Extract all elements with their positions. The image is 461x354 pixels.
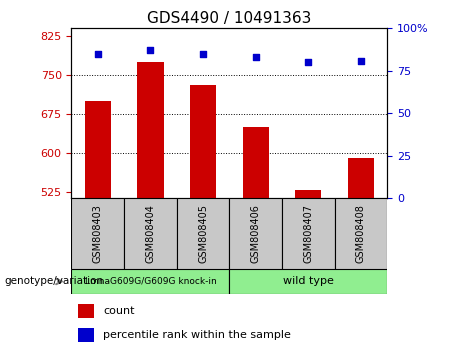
Bar (78, 328, 94, 342)
Bar (124, 198, 177, 269)
Text: GSM808407: GSM808407 (303, 204, 313, 263)
Bar (71, 269, 229, 294)
Bar (137, 62, 164, 198)
Point (357, 58, 365, 63)
Bar (295, 190, 321, 198)
Bar (177, 198, 229, 269)
Text: genotype/variation: genotype/variation (5, 276, 104, 286)
Text: GSM808406: GSM808406 (251, 204, 260, 263)
Text: GSM808408: GSM808408 (356, 204, 366, 263)
Text: GSM808404: GSM808404 (145, 204, 155, 263)
Bar (282, 198, 335, 269)
Bar (229, 269, 387, 294)
Text: GSM808405: GSM808405 (198, 204, 208, 263)
Bar (348, 158, 374, 198)
Bar (335, 198, 387, 269)
Text: percentile rank within the sample: percentile rank within the sample (103, 330, 291, 340)
Bar (78, 304, 94, 318)
Bar (190, 85, 216, 198)
Bar (229, 198, 282, 269)
Text: LmnaG609G/G609G knock-in: LmnaG609G/G609G knock-in (84, 277, 216, 286)
Point (94, 51, 101, 57)
Bar (71, 198, 124, 269)
Text: count: count (103, 306, 135, 316)
Point (199, 51, 207, 57)
Point (147, 47, 154, 53)
Point (305, 59, 312, 65)
Text: wild type: wild type (283, 276, 334, 286)
Text: GSM808403: GSM808403 (93, 204, 103, 263)
Title: GDS4490 / 10491363: GDS4490 / 10491363 (147, 11, 312, 26)
Point (252, 55, 260, 60)
Bar (85, 101, 111, 198)
Bar (242, 127, 269, 198)
